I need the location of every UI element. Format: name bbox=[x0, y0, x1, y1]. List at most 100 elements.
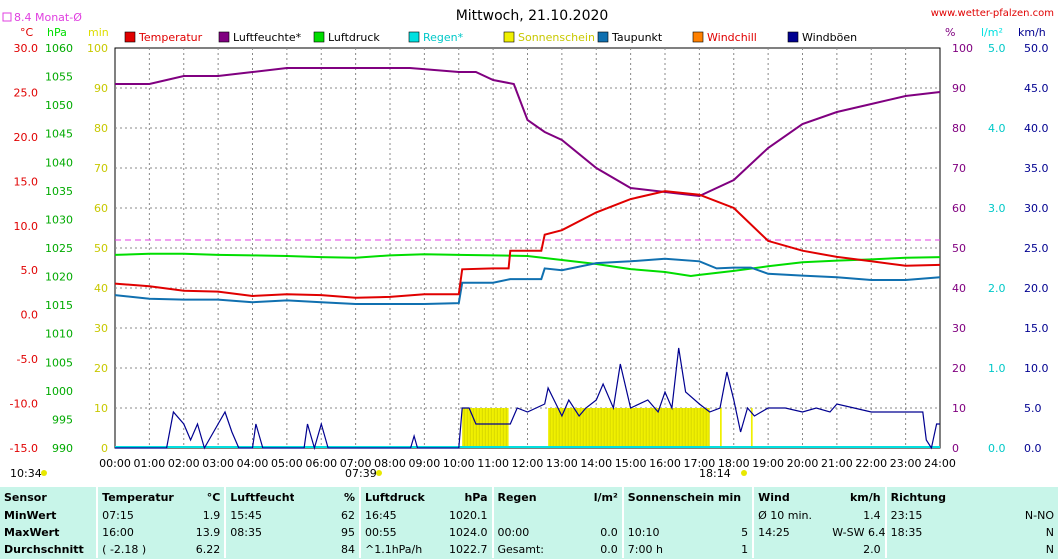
x-tick-label: 10:00 bbox=[443, 457, 475, 470]
table-cell-d-val: N bbox=[1045, 526, 1054, 539]
rain-tick-label: 2.0 bbox=[988, 282, 1006, 295]
series-line-temperatur bbox=[114, 190, 941, 299]
table-cell-s-time bbox=[621, 507, 701, 524]
sunrise-icon bbox=[376, 470, 382, 476]
series-line-windböen bbox=[115, 347, 940, 451]
minutes-tick-label: 40 bbox=[94, 282, 108, 295]
table-cell-label: Durchschnitt bbox=[4, 543, 84, 556]
col-wind: Wind bbox=[752, 487, 829, 507]
col-unit-kmh: km/h bbox=[849, 490, 881, 504]
legend-label: Regen* bbox=[423, 31, 464, 44]
unit-kmh: km/h bbox=[1018, 26, 1046, 39]
pressure-tick-label: 990 bbox=[52, 442, 73, 455]
sunrise-time: 07:39 bbox=[345, 467, 377, 480]
legend-label: Windböen bbox=[802, 31, 857, 44]
chart-title: Mittwoch, 21.10.2020 bbox=[456, 8, 609, 24]
table-cell-t-val: 1.9 bbox=[202, 509, 221, 522]
table-cell-s-val: 5 bbox=[741, 526, 749, 539]
x-tick-label: 19:00 bbox=[752, 457, 784, 470]
minutes-tick-label: 70 bbox=[94, 162, 108, 175]
x-tick-label: 11:00 bbox=[477, 457, 509, 470]
table-cell-label: MaxWert bbox=[4, 526, 60, 539]
table-cell-p-val: 1024.0 bbox=[449, 526, 488, 539]
percent-tick-label: 80 bbox=[952, 122, 966, 135]
minutes-tick-label: 60 bbox=[94, 202, 108, 215]
temp-tick-label: 0.0 bbox=[21, 309, 39, 322]
col-unit-c: °C bbox=[206, 490, 221, 504]
gridlines bbox=[114, 47, 941, 449]
table-cell-h-time: 08:35 bbox=[224, 524, 294, 541]
site-link[interactable]: www.wetter-pfalzen.com bbox=[931, 8, 1054, 19]
percent-tick-label: 90 bbox=[952, 82, 966, 95]
table-cell-t-time: ( -2.18 ) bbox=[96, 541, 175, 558]
percent-tick-label: 70 bbox=[952, 162, 966, 175]
minutes-tick-label: 10 bbox=[94, 402, 108, 415]
series-line-luftfeuchte bbox=[115, 67, 941, 198]
table-cell-s-val: 1 bbox=[741, 543, 749, 556]
time-left-label: 10:34 bbox=[10, 467, 42, 480]
col-unit-lm2: l/m² bbox=[593, 490, 618, 504]
kmh-tick-label: 0.0 bbox=[1024, 442, 1042, 455]
kmh-tick-label: 50.0 bbox=[1024, 42, 1049, 55]
temp-tick-label: -15.0 bbox=[10, 442, 38, 455]
series-lines bbox=[114, 67, 941, 451]
col-luftdruck: Luftdruck bbox=[358, 487, 436, 507]
x-tick-label: 23:00 bbox=[890, 457, 922, 470]
kmh-tick-label: 30.0 bbox=[1024, 202, 1049, 215]
sunshine-bar bbox=[548, 408, 710, 448]
percent-tick-label: 20 bbox=[952, 362, 966, 375]
rain-tick-label: 5.0 bbox=[988, 42, 1006, 55]
table-cell-t-time: 16:00 bbox=[96, 524, 175, 541]
pressure-tick-label: 1035 bbox=[45, 185, 73, 198]
unit-min: min bbox=[88, 26, 109, 39]
pressure-tick-label: 1045 bbox=[45, 128, 73, 141]
x-tick-label: 07:00 bbox=[340, 457, 372, 470]
x-tick-label: 01:00 bbox=[134, 457, 166, 470]
sunshine-bars bbox=[462, 408, 753, 448]
kmh-tick-label: 10.0 bbox=[1024, 362, 1049, 375]
table-cell-d-val: N-NO bbox=[1024, 509, 1054, 522]
temp-tick-label: -5.0 bbox=[17, 353, 38, 366]
sunset-icon bbox=[741, 470, 747, 476]
weather-chart: 30.0 25.0 20.0 15.0 10.0 5.0 0.0 -5.0 -10.0 -15.0… bbox=[2, 8, 1054, 480]
x-tick-label: 03:00 bbox=[202, 457, 234, 470]
pressure-tick-label: 1015 bbox=[45, 299, 73, 312]
temp-tick-label: -10.0 bbox=[10, 398, 38, 411]
x-tick-label: 14:00 bbox=[580, 457, 612, 470]
minutes-tick-label: 90 bbox=[94, 82, 108, 95]
table-cell-s-val bbox=[700, 507, 753, 524]
col-regen: Regen bbox=[491, 487, 572, 507]
x-tick-label: 12:00 bbox=[512, 457, 544, 470]
rain-tick-label: 3.0 bbox=[988, 202, 1006, 215]
table-cell-d-time bbox=[884, 541, 974, 558]
kmh-tick-label: 20.0 bbox=[1024, 282, 1049, 295]
pressure-tick-label: 995 bbox=[52, 413, 73, 426]
x-tick-label: 00:00 bbox=[99, 457, 131, 470]
col-richtung: Richtung bbox=[884, 487, 1058, 507]
percent-tick-label: 10 bbox=[952, 402, 966, 415]
minutes-tick-label: 20 bbox=[94, 362, 108, 375]
monthly-avg-label: 8.4 Monat-Ø bbox=[14, 11, 82, 24]
x-tick-label: 08:00 bbox=[374, 457, 406, 470]
table-cell-r-time bbox=[491, 507, 572, 524]
x-tick-label: 22:00 bbox=[855, 457, 887, 470]
kmh-tick-label: 45.0 bbox=[1024, 82, 1049, 95]
table-cell-d-time: 23:15 bbox=[884, 507, 974, 524]
pressure-tick-label: 1010 bbox=[45, 328, 73, 341]
x-tick-label: 05:00 bbox=[271, 457, 303, 470]
minutes-tick-label: 50 bbox=[94, 242, 108, 255]
percent-tick-label: 30 bbox=[952, 322, 966, 335]
col-unit-hpa: hPa bbox=[464, 490, 488, 504]
pressure-tick-label: 1040 bbox=[45, 156, 73, 169]
legend-swatch bbox=[124, 31, 136, 43]
kmh-tick-label: 25.0 bbox=[1024, 242, 1049, 255]
x-tick-label: 24:00 bbox=[924, 457, 956, 470]
temp-tick-label: 30.0 bbox=[14, 42, 39, 55]
table-cell-w-time: Ø 10 min. bbox=[752, 507, 829, 524]
kmh-tick-label: 40.0 bbox=[1024, 122, 1049, 135]
pressure-tick-label: 1030 bbox=[45, 213, 73, 226]
temp-tick-label: 15.0 bbox=[14, 175, 39, 188]
table-header-row: Sensor Temperatur °C Luftfeuchte % Luftd… bbox=[0, 487, 1058, 507]
table-cell-s-time: 10:10 bbox=[621, 524, 701, 541]
x-tick-label: 13:00 bbox=[546, 457, 578, 470]
